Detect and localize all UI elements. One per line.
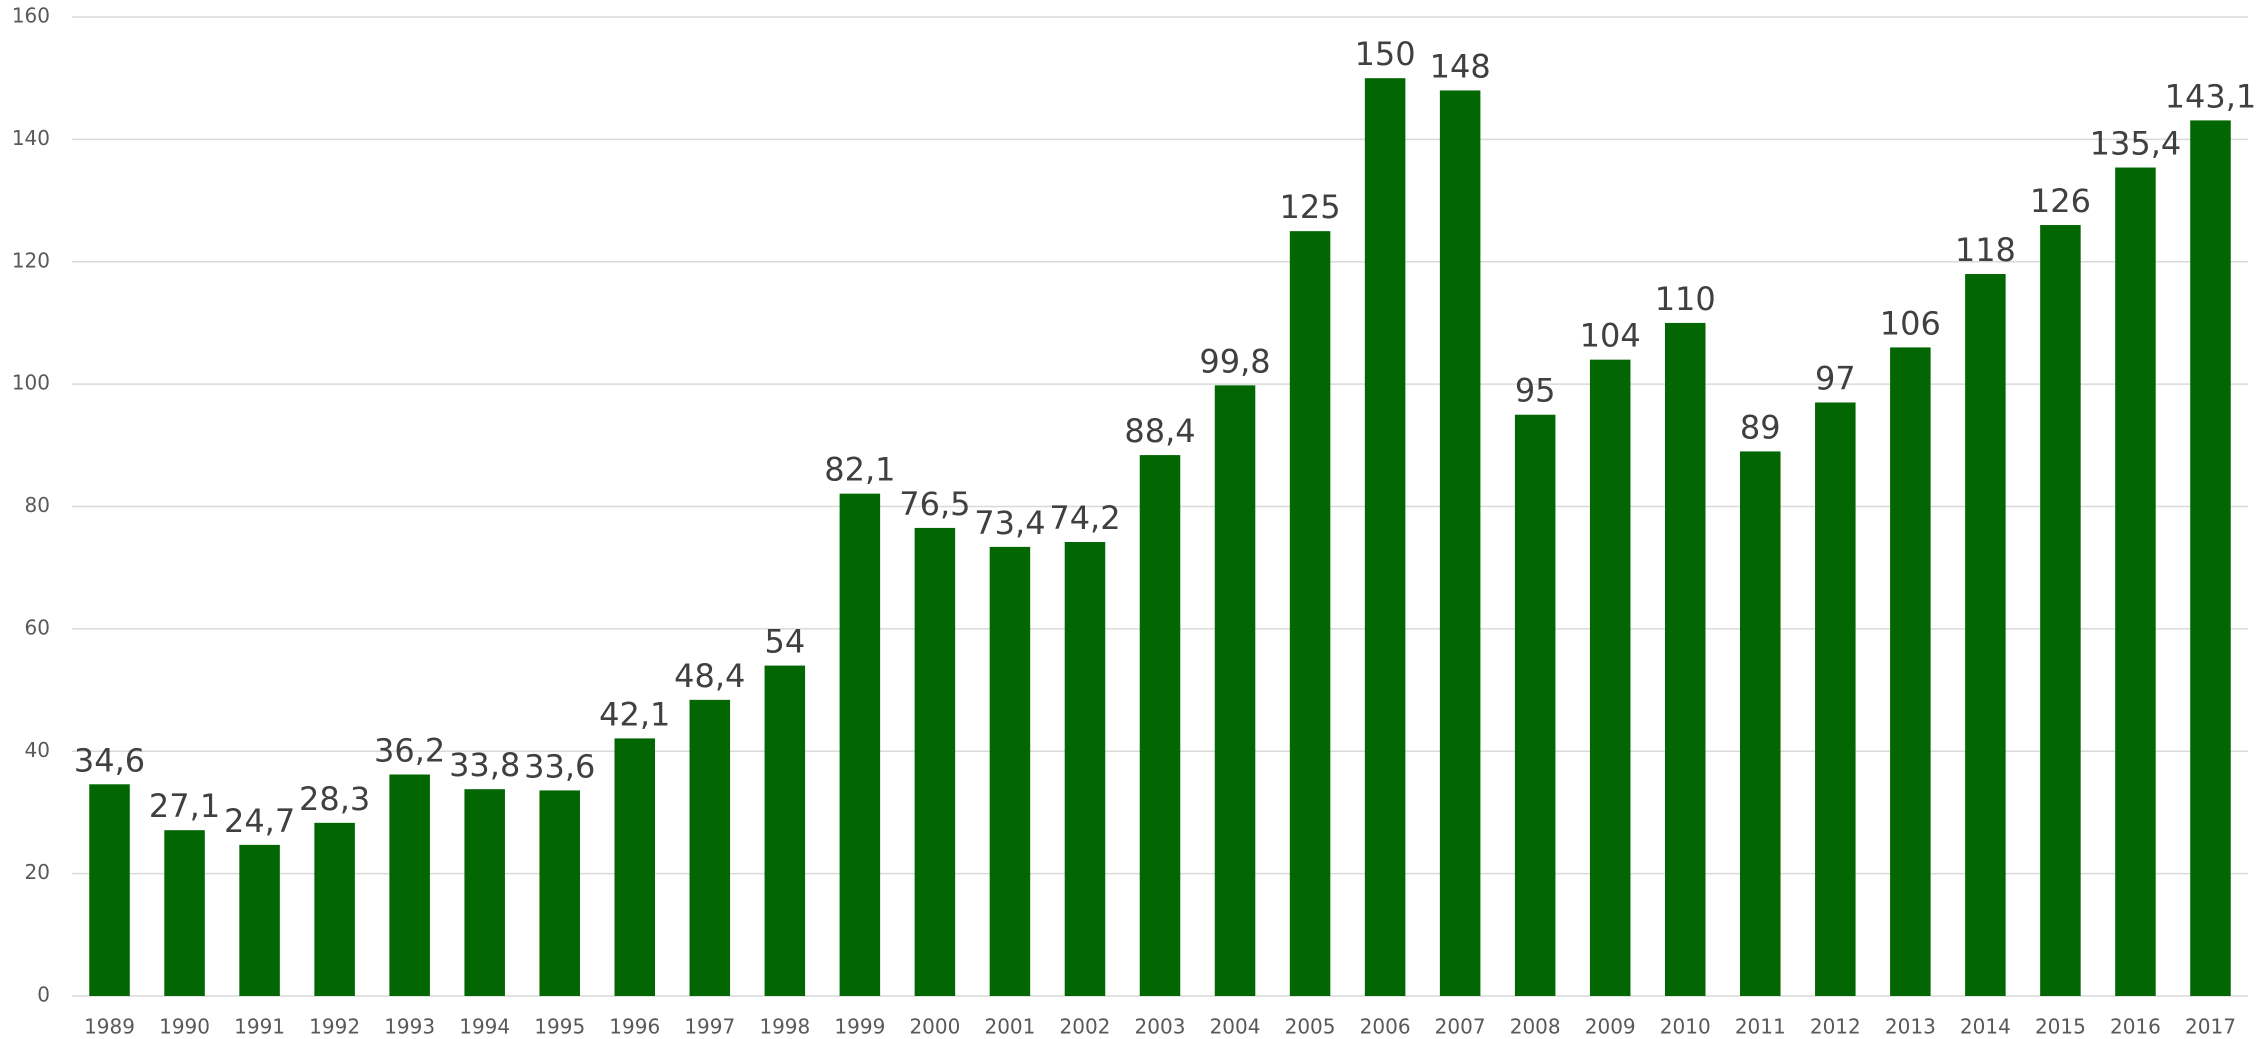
value-label: 106 <box>1880 304 1941 342</box>
x-tick-label: 1998 <box>759 1015 810 1039</box>
x-tick-label: 1996 <box>609 1015 660 1039</box>
x-tick-label: 2000 <box>909 1015 960 1039</box>
y-tick-label: 80 <box>25 493 50 517</box>
bar <box>1815 402 1856 996</box>
value-label: 104 <box>1580 317 1641 355</box>
bar <box>1589 359 1631 996</box>
y-tick-label: 0 <box>37 983 50 1007</box>
x-tick-label: 1995 <box>534 1015 585 1039</box>
x-tick-label: 1994 <box>459 1015 510 1039</box>
x-tick-label: 2008 <box>1510 1015 1561 1039</box>
value-label: 88,4 <box>1124 412 1195 450</box>
value-label: 24,7 <box>224 802 295 840</box>
bar <box>1439 90 1481 997</box>
y-tick-label: 140 <box>12 126 50 150</box>
x-tick-label: 2003 <box>1135 1015 1186 1039</box>
bar <box>314 822 355 996</box>
y-tick-label: 20 <box>25 860 50 884</box>
bar <box>1664 322 1706 996</box>
bar <box>1514 414 1556 996</box>
value-label: 76,5 <box>899 485 970 523</box>
value-label: 135,4 <box>2090 125 2182 163</box>
value-label: 36,2 <box>374 732 445 770</box>
value-label: 42,1 <box>599 695 670 733</box>
value-label: 148 <box>1430 47 1491 85</box>
x-tick-label: 1990 <box>159 1015 210 1039</box>
x-tick-label: 2010 <box>1660 1015 1711 1039</box>
value-label: 125 <box>1280 188 1341 226</box>
value-label: 34,6 <box>74 741 145 779</box>
value-label: 48,4 <box>674 657 745 695</box>
y-tick-label: 40 <box>25 738 50 762</box>
value-label: 74,2 <box>1049 499 1120 537</box>
bar <box>764 665 806 996</box>
x-tick-label: 2014 <box>1960 1015 2011 1039</box>
bar <box>1289 231 1331 996</box>
value-label: 110 <box>1655 280 1716 318</box>
value-label: 150 <box>1355 35 1416 73</box>
x-tick-label: 1999 <box>834 1015 885 1039</box>
value-label: 89 <box>1740 408 1781 446</box>
bar <box>1890 347 1931 997</box>
y-tick-label: 60 <box>25 615 50 639</box>
bar <box>614 738 656 996</box>
value-label: 54 <box>764 623 805 661</box>
bar <box>1740 451 1781 996</box>
x-tick-label: 1997 <box>684 1015 735 1039</box>
y-tick-label: 100 <box>12 371 50 395</box>
x-tick-label: 2009 <box>1585 1015 1636 1039</box>
x-tick-label: 2005 <box>1285 1015 1336 1039</box>
x-tick-label: 2012 <box>1810 1015 1861 1039</box>
value-label: 95 <box>1515 372 1556 410</box>
value-label: 82,1 <box>824 451 895 489</box>
bar <box>539 790 580 996</box>
x-tick-label: 2017 <box>2185 1015 2236 1039</box>
bar <box>389 774 430 996</box>
x-tick-label: 1992 <box>309 1015 360 1039</box>
value-label: 99,8 <box>1199 342 1270 380</box>
x-tick-label: 1993 <box>384 1015 435 1039</box>
value-label: 97 <box>1815 359 1856 397</box>
value-label: 28,3 <box>299 780 370 818</box>
bar <box>164 830 205 996</box>
bar <box>689 699 731 996</box>
bar <box>1214 385 1256 996</box>
bar <box>464 789 505 996</box>
y-tick-label: 120 <box>12 248 50 272</box>
bar <box>914 527 956 996</box>
x-tick-label: 2006 <box>1360 1015 1411 1039</box>
value-label: 143,1 <box>2165 77 2257 115</box>
bar <box>989 546 1031 996</box>
x-tick-label: 2004 <box>1210 1015 1261 1039</box>
x-tick-label: 2011 <box>1735 1015 1786 1039</box>
bar <box>1364 78 1406 996</box>
bar <box>1965 273 2006 996</box>
bar <box>839 493 881 996</box>
value-label: 73,4 <box>974 504 1045 542</box>
value-label: 33,8 <box>449 746 520 784</box>
bar <box>2040 225 2081 997</box>
value-label: 33,6 <box>524 747 595 785</box>
bar <box>239 844 280 996</box>
x-tick-label: 2015 <box>2035 1015 2086 1039</box>
bar <box>1064 541 1106 996</box>
x-tick-label: 2007 <box>1435 1015 1486 1039</box>
y-tick-label: 160 <box>12 4 50 28</box>
x-tick-label: 2013 <box>1885 1015 1936 1039</box>
value-label: 118 <box>1955 231 2016 269</box>
x-tick-label: 2002 <box>1060 1015 1111 1039</box>
value-label: 126 <box>2030 182 2091 220</box>
bar <box>2115 167 2156 997</box>
bar <box>89 784 130 996</box>
value-label: 27,1 <box>149 787 220 825</box>
x-tick-label: 1989 <box>84 1015 135 1039</box>
x-tick-label: 1991 <box>234 1015 285 1039</box>
x-tick-label: 2016 <box>2110 1015 2161 1039</box>
x-tick-label: 2001 <box>984 1015 1035 1039</box>
bar <box>2190 120 2231 997</box>
bar <box>1139 455 1181 996</box>
